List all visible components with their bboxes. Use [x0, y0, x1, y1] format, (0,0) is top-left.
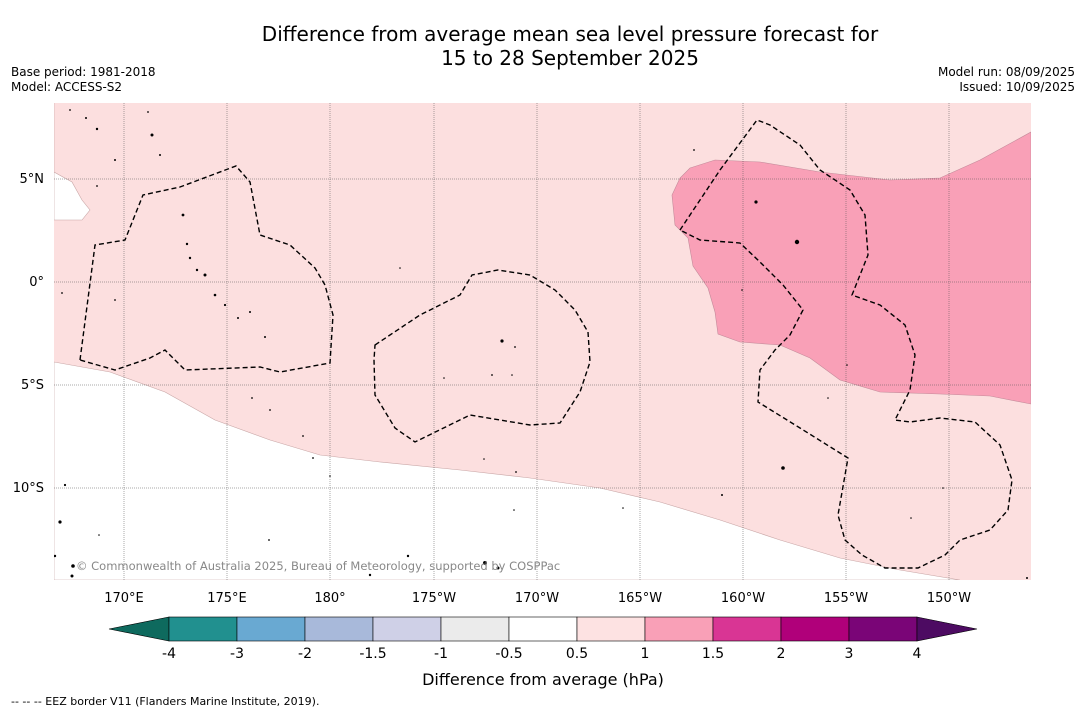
colorbar-tick-label: -1	[434, 646, 448, 662]
colorbar-tick-label: 4	[913, 646, 922, 662]
colorbar-tick-label: 2	[777, 646, 786, 662]
colorbar-cell	[372, 616, 442, 642]
title-line-1: Difference from average mean sea level p…	[261, 22, 879, 46]
colorbar-tick-label: -1.5	[359, 646, 386, 662]
colorbar-cell	[848, 616, 918, 642]
eez-border-phoenix	[373, 269, 591, 443]
lon-label-170w: 170°W	[515, 591, 559, 606]
colorbar-tick-label: 1	[641, 646, 650, 662]
lon-label-155w: 155°W	[824, 591, 868, 606]
colorbar-cell	[780, 616, 850, 642]
colorbar-tick-label: 1.5	[702, 646, 724, 662]
base-info: Base period: 1981-2018 Model: ACCESS-S2	[11, 65, 156, 95]
colorbar-label: Difference from average (hPa)	[422, 670, 664, 689]
copyright-notice: © Commonwealth of Australia 2025, Bureau…	[76, 559, 560, 573]
lon-label-165w: 165°W	[618, 591, 662, 606]
colorbar-tick-label: -2	[298, 646, 312, 662]
anomaly-1-to-1.5-region	[671, 131, 1031, 405]
lon-label-175e: 175°E	[207, 591, 247, 606]
model-run: Model run: 08/09/2025	[937, 65, 1075, 79]
colorbar-under-arrow	[108, 616, 170, 642]
colorbar-over-arrow	[916, 616, 978, 642]
near-normal-region-south	[54, 361, 961, 580]
model-name: Model: ACCESS-S2	[11, 80, 123, 94]
colorbar-tick-label: 3	[845, 646, 854, 662]
colorbar-tick-label: 0.5	[566, 646, 588, 662]
title-line-2: 15 to 28 September 2025	[441, 46, 699, 70]
eez-borders	[79, 119, 1013, 569]
colorbar-cell	[644, 616, 714, 642]
issued-date: Issued: 10/09/2025	[959, 80, 1075, 94]
longitude-labels: 170°E 175°E 180° 175°W 170°W 165°W 160°W…	[104, 591, 971, 606]
near-normal-region-northwest	[54, 103, 91, 221]
base-period: Base period: 1981-2018	[11, 65, 156, 79]
islands	[54, 109, 1028, 579]
lat-label-5s: 5°S	[21, 378, 44, 393]
lat-label-5n: 5°N	[20, 172, 45, 187]
lon-label-160w: 160°W	[721, 591, 765, 606]
lon-label-175w: 175°W	[412, 591, 456, 606]
colorbar-cell	[576, 616, 646, 642]
colorbar-cell	[168, 616, 238, 642]
lon-label-150w: 150°W	[927, 591, 971, 606]
colorbar-cell	[236, 616, 306, 642]
colorbar-cell	[440, 616, 510, 642]
colorbar-tick-label: -3	[230, 646, 244, 662]
chart-title: Difference from average mean sea level p…	[0, 22, 1085, 70]
colorbar: -4 -3 -2 -1.5 -1 -0.5 0.5 1 1.5 2 3 4 Difference fr…	[108, 616, 978, 689]
latitude-labels: 5°N 0° 5°S 10°S	[13, 172, 44, 496]
lon-label-170e: 170°E	[104, 591, 144, 606]
colorbar-cell	[712, 616, 782, 642]
colorbar-ticks: -4 -3 -2 -1.5 -1 -0.5 0.5 1 1.5 2 3 4	[162, 646, 922, 662]
lon-label-180: 180°	[314, 591, 345, 606]
lat-label-0: 0°	[29, 275, 44, 290]
colorbar-tick-label: -4	[162, 646, 176, 662]
run-info: Model run: 08/09/2025 Issued: 10/09/2025	[938, 65, 1075, 95]
map-area: © Commonwealth of Australia 2025, Bureau…	[54, 103, 1031, 580]
colorbar-cells	[168, 616, 918, 642]
colorbar-cell	[304, 616, 374, 642]
eez-border-kiribati-gilbert	[79, 165, 334, 373]
lat-label-10s: 10°S	[13, 481, 44, 496]
colorbar-cell	[508, 616, 578, 642]
colorbar-tick-label: -0.5	[495, 646, 522, 662]
eez-border-line-islands	[679, 119, 1013, 569]
eez-legend-note: -- -- -- EEZ border V11 (Flanders Marine…	[11, 695, 320, 708]
